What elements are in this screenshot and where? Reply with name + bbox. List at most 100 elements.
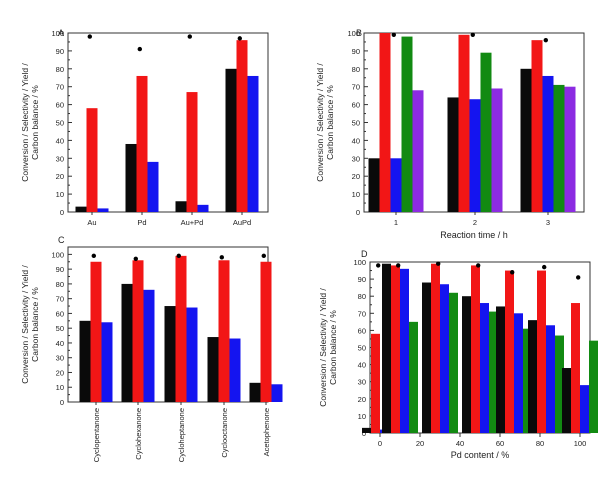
y-tick-label: 60 bbox=[352, 101, 360, 110]
bar-series-4 bbox=[523, 328, 532, 433]
carbon-balance-marker bbox=[137, 46, 142, 52]
bar-yield bbox=[580, 385, 589, 433]
y-tick-label: 0 bbox=[356, 208, 360, 217]
bar-yield bbox=[147, 161, 159, 212]
bar-conversion bbox=[447, 97, 459, 212]
bar-selectivity bbox=[86, 108, 98, 212]
bar-conversion bbox=[249, 382, 261, 402]
y-tick-label: 0 bbox=[362, 429, 366, 438]
x-tick-label: Acetophenone bbox=[262, 408, 271, 456]
bar-selectivity bbox=[260, 261, 272, 402]
bar-yield bbox=[197, 204, 209, 212]
bar-yield bbox=[469, 99, 481, 212]
y-tick-label: 40 bbox=[358, 361, 366, 370]
y-tick-label: 100 bbox=[353, 258, 366, 267]
bar-selectivity bbox=[218, 260, 230, 402]
bar-conversion bbox=[207, 337, 219, 402]
carbon-balance-marker bbox=[87, 34, 93, 39]
y-tick-label: 0 bbox=[60, 398, 64, 407]
y-axis-label-line: Conversion / Selectivity / Yield / bbox=[20, 63, 30, 182]
y-tick-label: 60 bbox=[358, 326, 366, 335]
x-tick-label: 0 bbox=[378, 439, 382, 448]
x-tick-label: Pd bbox=[137, 218, 146, 227]
x-tick-label: 1 bbox=[394, 218, 398, 227]
bar-series-4 bbox=[489, 311, 498, 433]
carbon-balance-marker bbox=[510, 270, 515, 275]
carbon-balance-marker bbox=[542, 264, 547, 270]
y-tick-label: 90 bbox=[56, 265, 64, 274]
y-tick-label: 30 bbox=[56, 154, 64, 163]
bar-series-5 bbox=[564, 86, 576, 212]
carbon-balance-marker bbox=[543, 37, 548, 43]
y-axis-label-line: Carbon balance / % bbox=[325, 85, 335, 160]
carbon-balance-marker bbox=[436, 261, 441, 266]
y-tick-label: 40 bbox=[56, 339, 64, 348]
y-tick-label: 100 bbox=[51, 29, 64, 38]
bar-conversion bbox=[528, 320, 537, 433]
x-tick-label: 60 bbox=[496, 439, 504, 448]
bar-yield bbox=[546, 325, 555, 433]
bar-yield bbox=[480, 303, 489, 433]
y-tick-label: 100 bbox=[347, 29, 360, 38]
x-tick-label: Cycloheptanone bbox=[177, 408, 186, 462]
carbon-balance-marker bbox=[176, 253, 181, 259]
bar-selectivity bbox=[175, 255, 187, 402]
y-tick-label: 70 bbox=[56, 83, 64, 92]
bar-series-5 bbox=[412, 90, 424, 212]
bar-conversion bbox=[462, 296, 471, 433]
bar-conversion bbox=[121, 283, 133, 402]
bar-selectivity bbox=[471, 265, 480, 433]
bar-selectivity bbox=[391, 265, 400, 433]
x-tick-label: 80 bbox=[536, 439, 544, 448]
carbon-balance-marker bbox=[391, 32, 396, 37]
bar-yield bbox=[514, 313, 523, 433]
y-tick-label: 90 bbox=[352, 47, 360, 56]
y-axis-label-line: Carbon balance / % bbox=[30, 287, 40, 362]
bar-conversion bbox=[422, 282, 431, 433]
y-tick-label: 50 bbox=[56, 324, 64, 333]
y-tick-label: 30 bbox=[358, 378, 366, 387]
bar-series-4 bbox=[480, 52, 492, 212]
bar-selectivity bbox=[236, 40, 248, 212]
bar-selectivity bbox=[531, 40, 543, 212]
carbon-balance-marker bbox=[261, 253, 266, 259]
carbon-balance-marker bbox=[187, 34, 192, 39]
y-tick-label: 0 bbox=[60, 208, 64, 217]
bar-yield bbox=[390, 158, 402, 212]
y-tick-label: 20 bbox=[56, 172, 64, 181]
carbon-balance-marker bbox=[219, 255, 224, 260]
y-tick-label: 60 bbox=[56, 101, 64, 110]
bar-yield bbox=[400, 268, 409, 433]
y-tick-label: 80 bbox=[56, 280, 64, 289]
bar-selectivity bbox=[379, 33, 391, 212]
bar-series-4 bbox=[449, 292, 458, 433]
x-tick-label: Au bbox=[87, 218, 96, 227]
y-tick-label: 50 bbox=[56, 119, 64, 128]
carbon-balance-marker bbox=[396, 263, 401, 268]
bar-yield bbox=[247, 75, 259, 213]
bar-series-4 bbox=[553, 84, 565, 212]
carbon-balance-marker bbox=[576, 275, 581, 280]
y-tick-label: 40 bbox=[352, 136, 360, 145]
carbon-balance-marker bbox=[376, 263, 381, 268]
bar-conversion bbox=[562, 368, 571, 433]
bar-conversion bbox=[175, 201, 187, 212]
carbon-balance-marker bbox=[470, 32, 475, 37]
y-axis-label: Conversion / Selectivity / Yield /Carbon… bbox=[20, 63, 40, 182]
bar-conversion bbox=[75, 206, 87, 212]
bar-conversion bbox=[368, 158, 380, 212]
carbon-balance-marker bbox=[237, 36, 242, 41]
y-tick-label: 30 bbox=[56, 354, 64, 363]
y-axis-label: Conversion / Selectivity / Yield /Carbon… bbox=[318, 288, 338, 407]
bar-yield bbox=[186, 307, 198, 402]
panel-c: 0 10 20 30 40 50 60 70 80 90 100 C Conversion / Sele… bbox=[20, 235, 283, 462]
y-tick-label: 20 bbox=[352, 172, 360, 181]
bar-series-4 bbox=[401, 36, 413, 212]
x-tick-label: 20 bbox=[416, 439, 424, 448]
y-axis-label-line: Carbon balance / % bbox=[328, 310, 338, 385]
x-tick-label: Cyclopentanone bbox=[92, 408, 101, 462]
x-tick-label: AuPd bbox=[233, 218, 251, 227]
y-tick-label: 10 bbox=[56, 190, 64, 199]
y-tick-label: 30 bbox=[352, 154, 360, 163]
y-tick-label: 100 bbox=[51, 250, 64, 259]
